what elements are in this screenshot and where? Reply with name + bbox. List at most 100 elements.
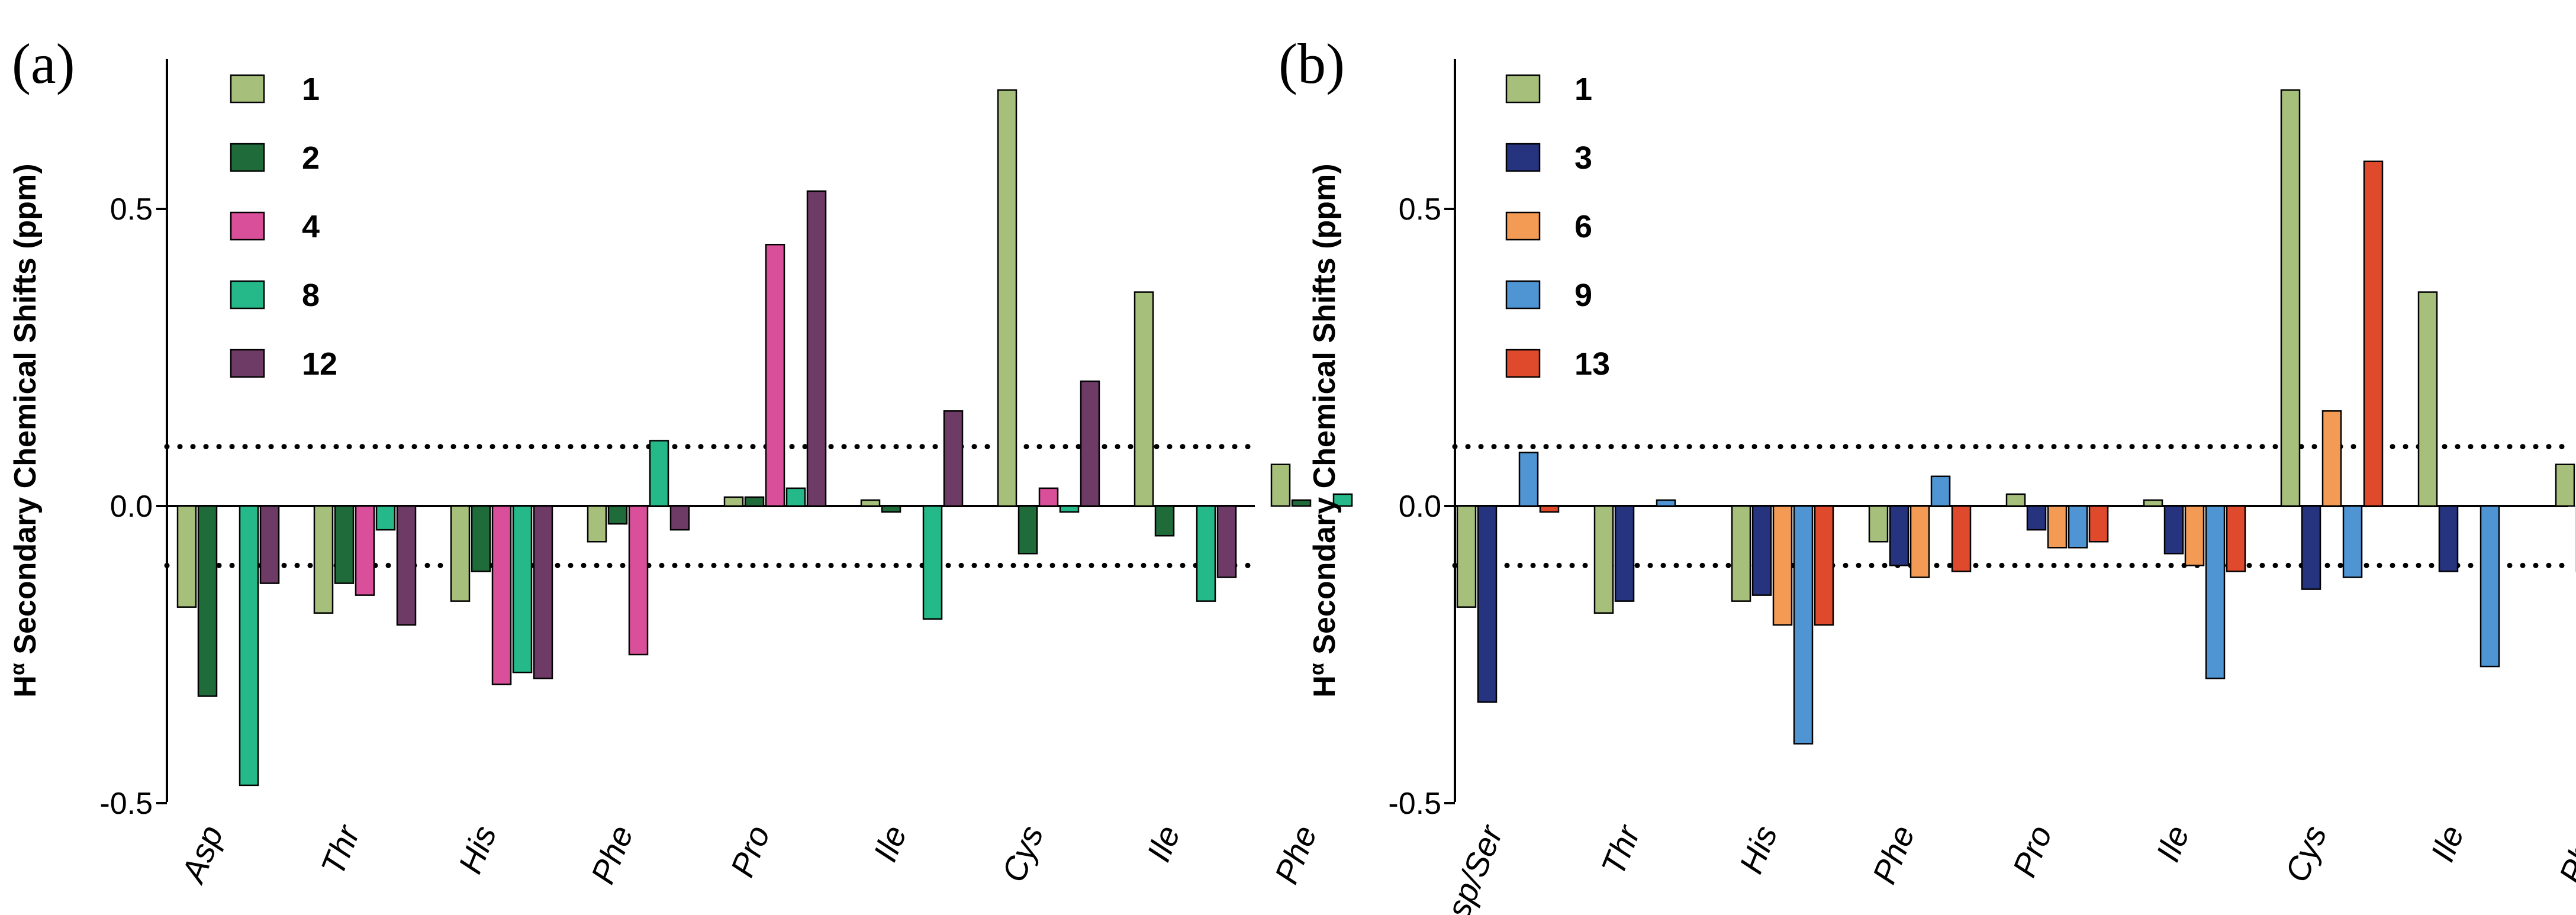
x-category-label: Phe: [584, 820, 640, 889]
bar-series-3-cys: [2301, 505, 2321, 590]
y-axis-title-head: H: [8, 675, 43, 698]
bar-series-2-asp: [197, 505, 218, 697]
bar-series-1-pro: [723, 496, 744, 507]
legend-swatch: [1505, 280, 1541, 310]
legend-label: 13: [1574, 346, 1610, 382]
y-tick-label: -0.5: [1388, 787, 1441, 821]
bar-series-8-asp: [239, 505, 259, 787]
bar-series-6-phe: [1910, 505, 1930, 578]
x-category-label: Cys: [2278, 820, 2334, 887]
y-tick-label: -0.5: [99, 787, 153, 821]
bar-series-1-his: [450, 505, 471, 602]
bar-series-6-ile: [2184, 505, 2205, 566]
bar-series-12-asp: [259, 505, 280, 584]
bar-series-8-phe: [1332, 493, 1353, 507]
panel-a: (a) Hα Secondary Chemical Shifts (ppm) -0.…: [7, 32, 1353, 889]
y-axis-title-tail: Secondary Chemical Shifts (ppm): [8, 163, 43, 663]
x-category-label: Asp: [173, 820, 230, 889]
legend-swatch: [230, 74, 265, 104]
x-category-label: Ile: [2423, 820, 2471, 866]
x-category-label: Phe: [1865, 820, 1922, 889]
legend-label: 2: [302, 140, 320, 176]
bar-series-9-cys: [2342, 505, 2363, 578]
bar-series-3-ile: [2438, 505, 2459, 572]
x-category-label: Ile: [866, 820, 914, 866]
bar-series-1-ile: [2417, 291, 2438, 507]
bar-series-2-ile: [1154, 505, 1175, 537]
legend-swatch: [230, 280, 265, 310]
bar-series-8-thr: [375, 505, 396, 531]
bar-series-4-thr: [355, 505, 375, 596]
bar-series-1-phe: [1270, 463, 1291, 507]
legend-label: 6: [1574, 209, 1592, 244]
x-category-label: Pro: [723, 820, 777, 882]
bar-series-13-ile: [2226, 505, 2246, 572]
bar-series-12-ile: [1216, 505, 1237, 578]
x-category-label: His: [451, 820, 504, 879]
y-axis-title-sup: α: [1306, 663, 1328, 675]
x-category-label: Thr: [1594, 819, 1648, 881]
bar-series-1-cys: [997, 89, 1017, 507]
bar-series-8-phe: [649, 440, 669, 507]
bar-series-1-phe: [587, 505, 607, 543]
bar-series-13-phe: [1951, 505, 1972, 572]
x-category-label: Ile: [2149, 820, 2197, 866]
legend-label: 8: [302, 278, 320, 313]
y-axis-title: Hα Secondary Chemical Shifts (ppm): [1306, 163, 1342, 697]
legend-label: 1: [302, 72, 320, 107]
bar-series-3-asp-ser: [1477, 505, 1498, 703]
bar-series-1-phe: [2555, 463, 2575, 507]
bar-series-13-his: [1814, 505, 1834, 626]
x-category-label: Phe: [2552, 820, 2576, 889]
bar-series-1-thr: [313, 505, 334, 614]
bar-series-9-phe: [1930, 475, 1951, 507]
bar-series-2-ile: [881, 505, 901, 513]
bar-series-6-his: [1772, 505, 1793, 626]
bar-series-13-asp-ser: [1539, 505, 1560, 513]
bar-series-3-his: [1751, 505, 1772, 596]
y-tick-label: 0.0: [1399, 489, 1441, 524]
bar-series-4-phe: [628, 505, 649, 656]
bar-series-1-ile: [860, 499, 881, 507]
x-category-label: Ile: [1139, 820, 1187, 866]
panel-b: (b) Hα Secondary Chemical Shifts (ppm) -0.…: [1279, 32, 2576, 915]
legend-swatch: [230, 143, 265, 172]
bar-series-1-cys: [2280, 89, 2301, 507]
x-category-label: Phe: [1267, 820, 1324, 889]
bar-series-9-thr: [1656, 499, 1676, 507]
legend-label: 4: [302, 209, 320, 244]
x-category-label: Pro: [2005, 820, 2059, 882]
bar-series-1-ile: [1134, 291, 1154, 507]
bar-series-12-his: [533, 505, 553, 679]
legend-label: 1: [1574, 72, 1592, 107]
bar-series-4-pro: [765, 243, 785, 507]
bar-series-1-his: [1731, 505, 1751, 602]
bar-series-12-ile: [943, 410, 964, 507]
y-axis-title-tail: Secondary Chemical Shifts (ppm): [1308, 163, 1342, 663]
legend-swatch: [1505, 349, 1541, 378]
bar-series-9-his: [1793, 505, 1814, 745]
bar-series-1-thr: [1593, 505, 1614, 614]
bar-series-8-ile: [922, 505, 943, 620]
bar-series-2-cys: [1017, 505, 1038, 555]
bar-series-9-pro: [2068, 505, 2088, 549]
bar-series-9-ile: [2205, 505, 2226, 679]
bar-series-2-his: [471, 505, 491, 572]
bar-series-8-his: [512, 505, 533, 674]
y-tick-label: 0.5: [110, 192, 153, 227]
bar-series-1-ile: [2143, 499, 2163, 507]
bar-series-6-cys: [2321, 410, 2342, 507]
bar-series-3-thr: [1614, 505, 1635, 602]
bar-series-6-pro: [2047, 505, 2068, 549]
bar-series-12-cys: [1080, 380, 1100, 507]
bar-series-1-phe: [1868, 505, 1889, 543]
bar-series-3-pro: [2026, 505, 2047, 531]
bar-series-3-ile: [2163, 505, 2184, 555]
x-category-label: His: [1732, 820, 1785, 879]
y-tick-label: 0.0: [110, 489, 153, 524]
x-category-label: Cys: [994, 820, 1051, 887]
legend-swatch: [1505, 143, 1541, 172]
legend-swatch: [230, 349, 265, 378]
y-axis-title-sup: α: [7, 663, 29, 675]
